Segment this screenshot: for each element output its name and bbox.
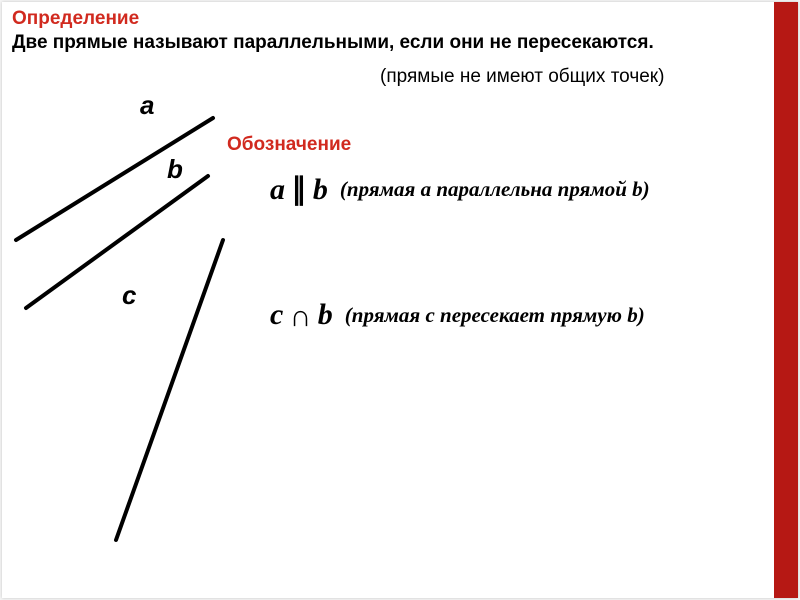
definition-remark: (прямые не имеют общих точек) <box>380 66 664 88</box>
definition-heading: Определение <box>12 8 139 30</box>
notation-heading: Обозначение <box>227 134 351 156</box>
notation-row-intersect: c ∩ b (прямая c пересекает прямую b) <box>270 298 645 332</box>
lines-figure <box>8 110 238 550</box>
parallel-symbol: ∥ <box>289 173 308 206</box>
parallel-description: (прямая a параллельна прямой b) <box>340 177 650 202</box>
math-expression: c ∩ b <box>270 298 333 332</box>
side-accent-bar <box>774 2 798 598</box>
line-b <box>26 176 208 308</box>
notation-row-parallel: a ∥ b (прямая a параллельна прямой b) <box>270 172 650 207</box>
definition-text: Две прямые называют параллельными, если … <box>12 32 654 54</box>
slide: Определение Две прямые называют параллел… <box>2 2 798 598</box>
label-a: a <box>140 90 154 121</box>
line-a <box>16 118 213 240</box>
intersect-description: (прямая c пересекает прямую b) <box>345 303 645 328</box>
var-a: a <box>270 173 285 206</box>
var-b2: b <box>318 298 333 331</box>
label-c: c <box>122 280 136 311</box>
math-expression: a ∥ b <box>270 172 328 207</box>
intersect-symbol: ∩ <box>288 300 314 333</box>
label-b: b <box>167 154 183 185</box>
var-c: c <box>270 298 283 331</box>
var-b: b <box>313 173 328 206</box>
